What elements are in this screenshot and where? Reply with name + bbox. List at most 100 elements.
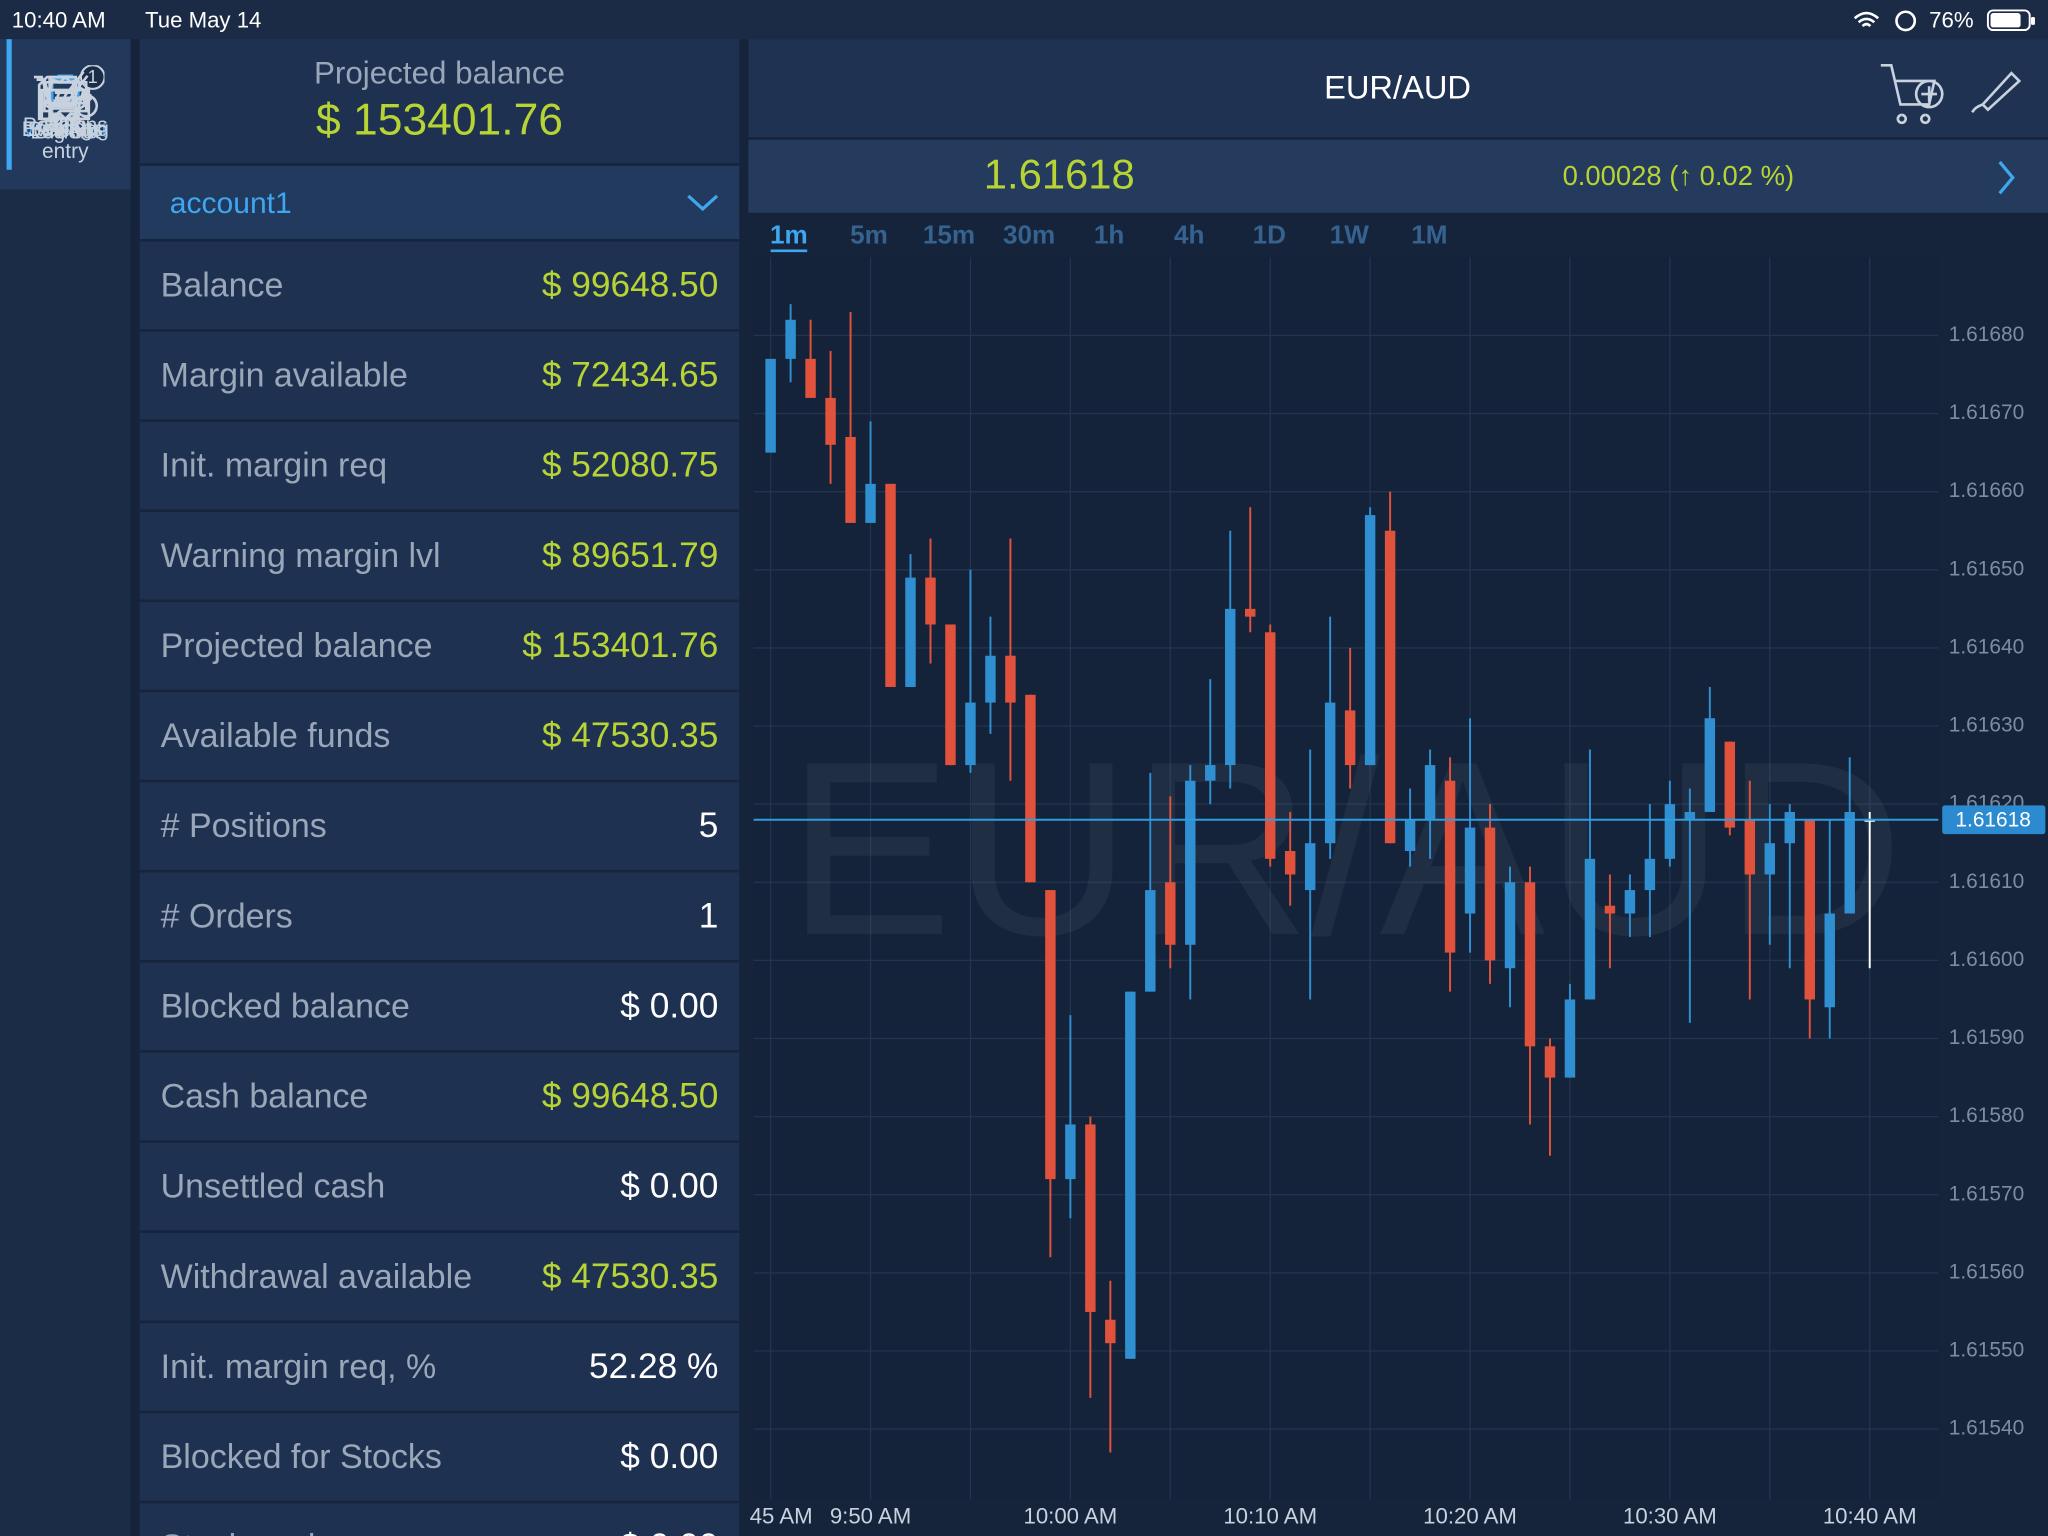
row-label: Blocked for Stocks — [160, 1436, 442, 1476]
candle-body — [1205, 765, 1216, 781]
candle-body — [1604, 905, 1616, 914]
y-tick-label: 1.61660 — [1949, 479, 2024, 502]
candle-body — [1324, 702, 1336, 844]
status-time: 10:40 AM — [11, 7, 106, 33]
plot-background — [753, 257, 1939, 1500]
quote-details-chevron[interactable] — [1998, 160, 2015, 195]
timeframe-button[interactable]: 1h — [1094, 219, 1124, 249]
row-label: Stocks value — [161, 1503, 354, 1536]
y-tick-label: 1.61610 — [1949, 870, 2024, 893]
y-tick-label: 1.61670 — [1949, 401, 2024, 424]
candle-body — [965, 702, 976, 766]
candle-body — [1464, 827, 1476, 914]
nav-item[interactable]: 5Positions — [0, 65, 131, 339]
account-panel: Projected balance $ 153401.76 account1 B… — [139, 39, 740, 1536]
candle-body — [825, 397, 836, 445]
nav-label: Watchlist — [23, 120, 108, 143]
candle-body — [1584, 858, 1596, 1000]
timeframe-button[interactable]: 30m — [1003, 219, 1055, 249]
nav-label: Order entry — [38, 117, 93, 164]
nav-item[interactable]: Watchlist — [0, 39, 131, 190]
timeframe-button[interactable]: 15m — [923, 219, 975, 249]
candle-body — [1344, 710, 1356, 766]
candle-body — [1424, 765, 1436, 820]
candle-body — [1404, 819, 1416, 852]
x-tick-label: 9:50 AM — [830, 1504, 911, 1529]
nav-item[interactable]: Settings — [0, 75, 131, 790]
candle-body — [1005, 655, 1016, 703]
account-selector[interactable]: account1 — [139, 165, 740, 242]
row-value: $ 52080.75 — [541, 445, 719, 485]
y-tick-label: 1.61580 — [1949, 1104, 2024, 1127]
candle-body — [1105, 1319, 1116, 1344]
nav-icon — [43, 80, 88, 124]
y-tick-label: 1.61630 — [1949, 714, 2024, 737]
row-value: $ 47530.35 — [541, 715, 719, 755]
row-label: Cash balance — [160, 1076, 369, 1116]
timeframe-button[interactable]: 1m — [770, 219, 808, 249]
row-label: Blocked balance — [160, 986, 410, 1026]
projected-label: Projected balance — [314, 56, 565, 92]
status-bar: 10:40 AM Tue May 14 76% — [0, 0, 2048, 40]
candle-body — [985, 655, 996, 703]
row-label: # Orders — [160, 895, 293, 936]
projected-value: $ 153401.76 — [316, 95, 563, 145]
account-name: account1 — [169, 185, 292, 220]
nav-label: Event log — [21, 118, 109, 142]
nav-label: Settings — [27, 118, 104, 142]
quote-bar — [748, 139, 2048, 213]
nav-icon — [48, 75, 94, 121]
candle-body — [1384, 530, 1396, 844]
add-order-button[interactable] — [1880, 63, 1944, 124]
candle-body — [945, 624, 956, 766]
candle-body — [1085, 1124, 1096, 1312]
account-row: Margin available $ 72434.65 — [139, 332, 740, 422]
row-value: $ 0.00 — [620, 1436, 719, 1476]
row-label: # Positions — [160, 805, 327, 846]
row-label: Margin available — [160, 355, 408, 395]
row-value: $ 99648.50 — [541, 265, 719, 305]
timeframe-button[interactable]: 1D — [1253, 219, 1286, 249]
timeframe-button[interactable]: 1M — [1411, 219, 1447, 249]
x-tick-label: 45 AM — [750, 1504, 813, 1529]
row-value: 1 — [698, 895, 719, 936]
nav-item[interactable]: Log out — [0, 75, 131, 1241]
nav-item[interactable]: Event log — [0, 71, 131, 940]
candle-body — [1644, 858, 1656, 891]
y-tick-label: 1.61570 — [1949, 1182, 2024, 1205]
candle-body — [1684, 811, 1696, 820]
nav-item[interactable]: Help — [0, 80, 131, 1090]
account-rows: Balance $ 99648.50 Margin available $ 72434… — [139, 242, 740, 1536]
row-value: 52.28 % — [588, 1346, 719, 1386]
row-label: Init. margin req, % — [160, 1346, 437, 1386]
candle-body — [1724, 741, 1736, 828]
row-value: $ 0.00 — [620, 1166, 719, 1206]
nav-label: Log out — [30, 121, 101, 144]
row-label: Unsettled cash — [160, 1166, 386, 1206]
account-row: Projected balance $ 153401.76 — [139, 602, 740, 693]
candle-body — [1804, 819, 1815, 1000]
timeframe-button[interactable]: 5m — [850, 219, 888, 249]
candle-body — [925, 577, 936, 625]
candle-body — [905, 577, 916, 687]
x-tick-label: 10:10 AM — [1223, 1504, 1317, 1529]
candle-body — [785, 319, 796, 359]
candle-body — [1364, 515, 1376, 766]
draw-tool-button[interactable] — [1971, 71, 2022, 113]
y-tick-label: 1.61550 — [1949, 1339, 2024, 1362]
timeframe-button[interactable]: 4h — [1174, 219, 1204, 249]
icon-shape — [43, 80, 88, 124]
candle-body — [1524, 882, 1536, 1047]
nav-item[interactable]: Order entry — [0, 75, 131, 640]
battery-percent: 76% — [1929, 7, 1974, 33]
row-value: $ 0.00 — [620, 1503, 718, 1536]
candle-body — [1624, 890, 1636, 914]
account-row: Warning margin lvl $ 89651.79 — [139, 512, 740, 603]
quote-change: 0.00028 (↑ 0.02 %) — [1563, 160, 1795, 191]
account-row: # Orders 1 — [139, 872, 740, 963]
candle-body — [1504, 882, 1516, 969]
nav-item[interactable]: 1 Orders — [0, 65, 131, 490]
timeframe-button[interactable]: 1W — [1330, 219, 1370, 249]
